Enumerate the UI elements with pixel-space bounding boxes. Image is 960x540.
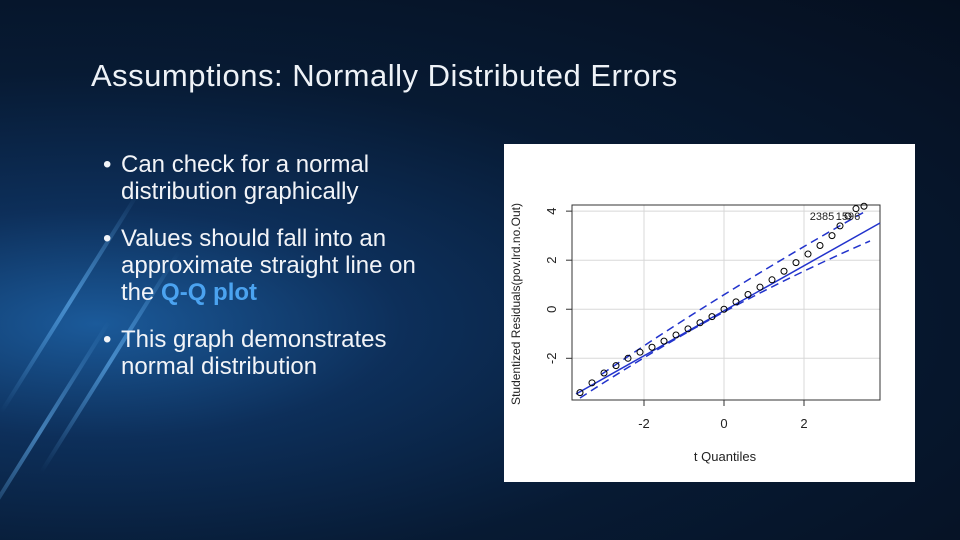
point bbox=[636, 348, 644, 356]
point-annotation: 2385 bbox=[810, 211, 834, 223]
point bbox=[672, 331, 680, 339]
bullet-text: Can check for a normal distribution grap… bbox=[121, 151, 370, 205]
bullet-emphasis: Q-Q plot bbox=[161, 279, 258, 306]
point bbox=[576, 389, 584, 397]
point-annotation: 1596 bbox=[836, 211, 860, 223]
point bbox=[588, 379, 596, 387]
point bbox=[792, 259, 800, 267]
x-tick-label: -2 bbox=[638, 416, 650, 431]
bullet-text: This graph demonstrates normal distribut… bbox=[121, 326, 387, 380]
envelope bbox=[601, 210, 867, 375]
x-axis-label: t Quantiles bbox=[694, 449, 757, 464]
bullet: Values should fall into an approximate s… bbox=[103, 225, 448, 306]
x-tick-label: 2 bbox=[800, 416, 807, 431]
point bbox=[756, 283, 764, 291]
point bbox=[804, 250, 812, 258]
bullet: This graph demonstrates normal distribut… bbox=[103, 326, 448, 380]
qq-plot: t Quantiles Studentized Residuals(pov.lr… bbox=[504, 144, 915, 482]
point bbox=[600, 369, 608, 377]
x-tick-label: 0 bbox=[720, 416, 727, 431]
y-tick-label: 0 bbox=[544, 306, 559, 313]
point bbox=[828, 232, 836, 240]
point bbox=[612, 362, 620, 370]
envelope bbox=[579, 240, 871, 399]
y-tick-label: 2 bbox=[544, 257, 559, 264]
bullet: Can check for a normal distribution grap… bbox=[103, 151, 448, 205]
point bbox=[836, 222, 844, 230]
y-axis-label: Studentized Residuals(pov.lrd.no.Out) bbox=[509, 203, 523, 405]
point bbox=[852, 205, 860, 213]
point bbox=[732, 298, 740, 306]
point bbox=[720, 305, 728, 313]
point bbox=[660, 337, 668, 345]
point bbox=[816, 241, 824, 249]
reference-line bbox=[575, 222, 881, 395]
decoration bbox=[0, 320, 111, 540]
point bbox=[844, 212, 852, 220]
point bbox=[780, 267, 788, 275]
point bbox=[744, 291, 752, 299]
point bbox=[684, 325, 692, 333]
plot-frame bbox=[571, 204, 881, 401]
y-tick-label: 4 bbox=[544, 208, 559, 215]
point bbox=[624, 354, 632, 362]
point bbox=[708, 313, 716, 321]
y-tick-label: -2 bbox=[544, 353, 559, 365]
point bbox=[648, 343, 656, 351]
point bbox=[696, 319, 704, 327]
bullet-list: Can check for a normal distribution grap… bbox=[103, 151, 448, 400]
slide-title: Assumptions: Normally Distributed Errors bbox=[91, 58, 678, 93]
point bbox=[768, 276, 776, 284]
bullet-text: Values should fall into an approximate s… bbox=[121, 225, 416, 306]
point bbox=[860, 202, 868, 210]
